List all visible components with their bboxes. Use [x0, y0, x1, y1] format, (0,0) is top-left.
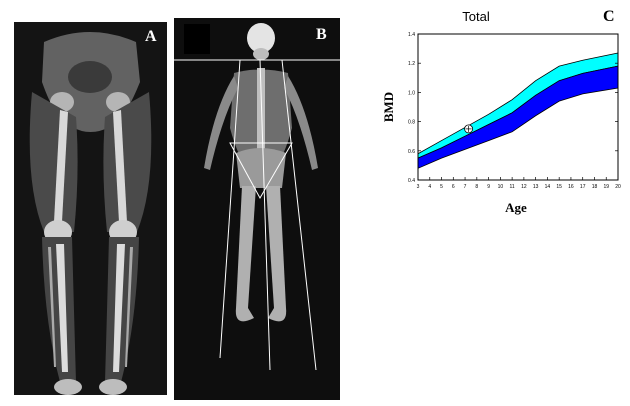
x-tick-label: 6: [452, 184, 455, 190]
panel-a-label: A: [145, 28, 157, 45]
bmd-band-0: [417, 52, 619, 159]
dxa-body-scan: [174, 18, 340, 400]
leg-radiograph: [14, 22, 167, 395]
x-tick-label: 4: [428, 184, 431, 190]
y-tick-label: 0.6: [408, 149, 415, 155]
x-tick-label: 17: [580, 184, 586, 190]
y-tick-label: 1.2: [408, 61, 415, 67]
x-tick-label: 19: [603, 184, 609, 190]
x-tick-label: 16: [568, 184, 574, 190]
y-tick-label: 1.0: [408, 90, 415, 96]
leg-xray-image: [29, 32, 152, 395]
x-tick-label: 5: [440, 184, 443, 190]
x-tick-label: 14: [545, 184, 551, 190]
bmd-band-1: [417, 65, 619, 169]
x-tick-label: 12: [521, 184, 527, 190]
chart-title: Total: [462, 9, 490, 24]
bmd-chart: Total Age BMD 3 4 5 6 7 8 9 10 11 12 13 14 15 16 17 18 1…: [381, 9, 621, 215]
dxa-image: [174, 23, 340, 371]
x-tick-label: 18: [592, 184, 598, 190]
y-tick-label: 0.8: [408, 120, 415, 126]
plot-area: 3 4 5 6 7 8 9 10 11 12 13 14 15 16 17 18 19 20 0.4 0.6 0.8 1.…: [408, 32, 621, 190]
x-tick-label: 3: [417, 184, 420, 190]
y-tick-label: 0.4: [408, 178, 415, 184]
x-tick-label: 15: [556, 184, 562, 190]
x-tick-label: 9: [487, 184, 490, 190]
bmd-chart-panel: Total Age BMD 3 4 5 6 7 8 9 10 11 12 13 14 15 16 17 18 1…: [360, 0, 630, 220]
x-tick-label: 8: [475, 184, 478, 190]
x-axis-label: Age: [505, 200, 527, 215]
y-tick-label: 1.4: [408, 32, 415, 38]
x-tick-label: 20: [615, 184, 621, 190]
panel-c-label: C: [603, 8, 615, 25]
x-tick-label: 7: [464, 184, 467, 190]
x-tick-label: 13: [533, 184, 539, 190]
panel-b-label: B: [316, 26, 327, 43]
plot-frame: [417, 33, 619, 181]
y-axis-label: BMD: [381, 92, 396, 122]
x-tick-label: 10: [498, 184, 504, 190]
x-tick-label: 11: [510, 184, 515, 190]
